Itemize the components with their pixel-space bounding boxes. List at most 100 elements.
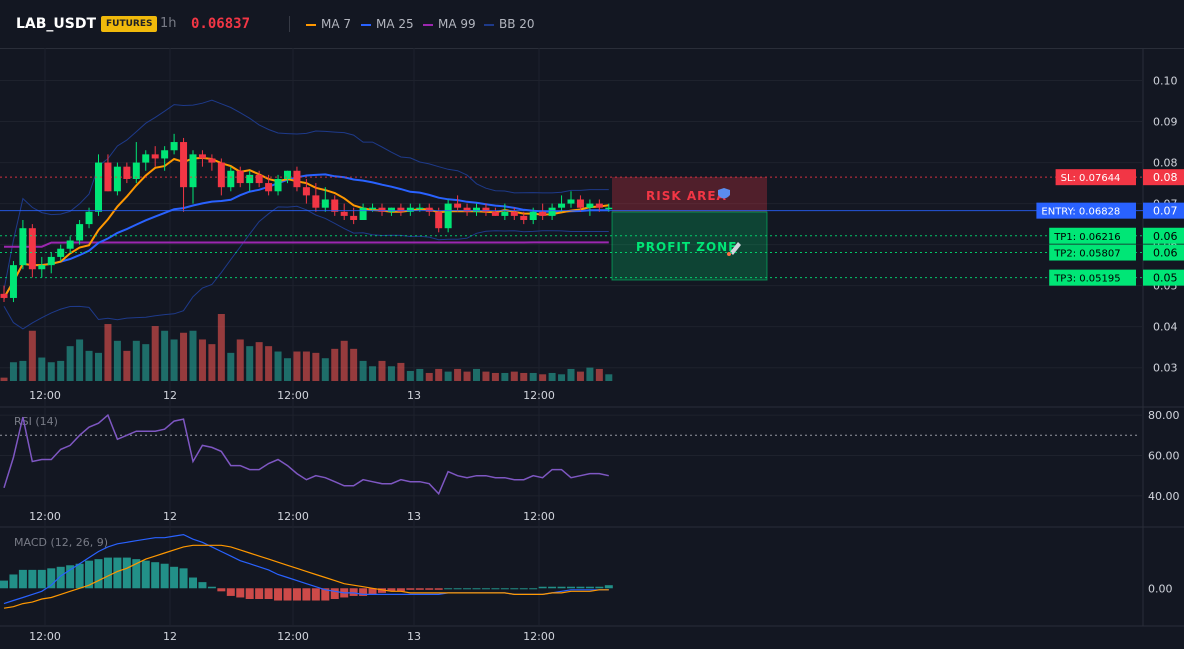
macd-histogram-bar bbox=[9, 574, 18, 589]
time-tick-label: 12:00 bbox=[277, 510, 309, 523]
timeframe-label[interactable]: 1h bbox=[160, 16, 177, 31]
tp1-axis-tag bbox=[1143, 227, 1184, 244]
volume-bar bbox=[576, 371, 584, 381]
volume-bar bbox=[151, 326, 159, 381]
legend-bb20[interactable]: BB 20 bbox=[484, 0, 535, 48]
time-axes: 12:00 12 12:00 13 12:00 12:00 12 12:00 13 12:00 12… bbox=[29, 389, 555, 643]
volume-bar bbox=[66, 346, 74, 381]
macd-histogram-bar bbox=[368, 588, 377, 595]
macd-histogram-bar bbox=[141, 560, 150, 589]
macd-histogram-bar bbox=[519, 588, 528, 590]
macd-histogram-bar bbox=[434, 588, 443, 590]
tp2-tag-label: TP2: 0.05807 bbox=[1053, 249, 1120, 260]
volume-bar bbox=[425, 372, 433, 381]
volume-bar bbox=[520, 372, 528, 381]
sl-tag-label: SL: 0.07644 bbox=[1061, 173, 1121, 184]
volume-bar bbox=[19, 360, 27, 381]
candle-body bbox=[369, 207, 377, 210]
price-axis[interactable]: 0.10 0.09 0.08 0.07 0.06 0.05 0.04 0.03 bbox=[1153, 75, 1178, 375]
profit-zone-label: PROFIT ZONE bbox=[636, 240, 737, 254]
volume-bar bbox=[378, 360, 386, 381]
candle-body bbox=[548, 207, 556, 216]
candle-body bbox=[501, 211, 509, 216]
candle-body bbox=[340, 211, 348, 216]
moving-averages bbox=[3, 156, 609, 299]
macd-histogram-bar bbox=[245, 588, 254, 599]
ma25-swatch bbox=[361, 23, 371, 26]
candle-body bbox=[425, 207, 433, 212]
candle-body bbox=[274, 178, 282, 192]
time-tick-label: 12:00 bbox=[523, 630, 555, 643]
legend-ma7[interactable]: MA 7 bbox=[306, 0, 351, 48]
volume-bar bbox=[435, 368, 443, 381]
macd-histogram-bar bbox=[226, 588, 235, 596]
macd-histogram-bar bbox=[359, 588, 368, 596]
sl-tag bbox=[1055, 169, 1136, 186]
time-tick-label: 13 bbox=[407, 389, 421, 402]
volume-bar bbox=[38, 357, 46, 381]
volume-bar bbox=[236, 339, 244, 381]
sl-axis-label: 0.08 bbox=[1153, 171, 1178, 184]
macd-title: MACD (12, 26, 9) bbox=[14, 536, 108, 549]
macd-histogram-bar bbox=[321, 588, 330, 601]
macd-histogram-bar bbox=[0, 580, 8, 589]
candle-body bbox=[510, 211, 518, 216]
volume-bar bbox=[586, 367, 594, 381]
candle-body bbox=[161, 150, 169, 159]
macd-histogram-bar bbox=[604, 585, 613, 589]
symbol-name[interactable]: LAB_USDT bbox=[16, 16, 97, 32]
candle-body bbox=[312, 195, 320, 208]
candle-body bbox=[416, 207, 424, 210]
candle-body bbox=[302, 187, 310, 196]
candle-body bbox=[406, 207, 414, 212]
volume-bar bbox=[595, 368, 603, 381]
time-tick-label: 12:00 bbox=[277, 630, 309, 643]
macd-histogram-bar bbox=[491, 588, 500, 590]
volume-bar bbox=[444, 371, 452, 381]
macd-histogram-bar bbox=[283, 588, 292, 601]
volume-bar bbox=[369, 366, 377, 381]
candle-body bbox=[293, 170, 301, 188]
macd-histogram-bar bbox=[444, 588, 453, 590]
legend-ma99[interactable]: MA 99 bbox=[423, 0, 476, 48]
volume-bar bbox=[170, 339, 178, 381]
volume-bar bbox=[47, 362, 55, 381]
legend-bb20-label: BB 20 bbox=[499, 17, 535, 31]
volume-bar bbox=[208, 344, 216, 381]
candle-body bbox=[454, 203, 462, 208]
volume-bar bbox=[529, 372, 537, 381]
volume-bar bbox=[340, 340, 348, 381]
macd-histogram-bar bbox=[425, 588, 434, 590]
price-tick-label: 0.09 bbox=[1153, 116, 1178, 129]
macd-tick-label: 0.00 bbox=[1148, 582, 1173, 595]
grid-lines bbox=[0, 48, 1184, 627]
volume-bar bbox=[387, 366, 395, 381]
macd-histogram-bar bbox=[113, 557, 122, 589]
macd-histogram-bar bbox=[28, 569, 37, 589]
volume-bar bbox=[359, 360, 367, 381]
candle-body bbox=[47, 256, 55, 266]
ma25-line bbox=[3, 173, 609, 299]
profit-zone-box bbox=[611, 211, 768, 281]
macd-histogram-bar bbox=[207, 586, 216, 589]
macd-panel[interactable]: MACD (12, 26, 9) 0.00 bbox=[0, 533, 1173, 609]
time-tick-label: 12 bbox=[163, 630, 177, 643]
tp3-tag bbox=[1049, 269, 1136, 286]
macd-histogram-bar bbox=[18, 569, 27, 589]
price-panel[interactable]: RISK AREA PROFIT ZONE bbox=[0, 99, 1143, 381]
legend-ma25[interactable]: MA 25 bbox=[361, 0, 414, 48]
volume-bar bbox=[189, 330, 197, 381]
volume-bar bbox=[28, 330, 36, 381]
candlesticks bbox=[0, 133, 613, 303]
candle-body bbox=[576, 199, 584, 208]
candle-body bbox=[520, 215, 528, 220]
volume-bar bbox=[350, 348, 358, 381]
rsi-tick-label: 80.00 bbox=[1148, 409, 1180, 422]
volume-bar bbox=[293, 351, 301, 381]
time-tick-label: 12:00 bbox=[29, 510, 61, 523]
volume-bar bbox=[331, 348, 339, 381]
volume-bar bbox=[123, 350, 131, 381]
macd-histogram-bar bbox=[567, 586, 575, 589]
